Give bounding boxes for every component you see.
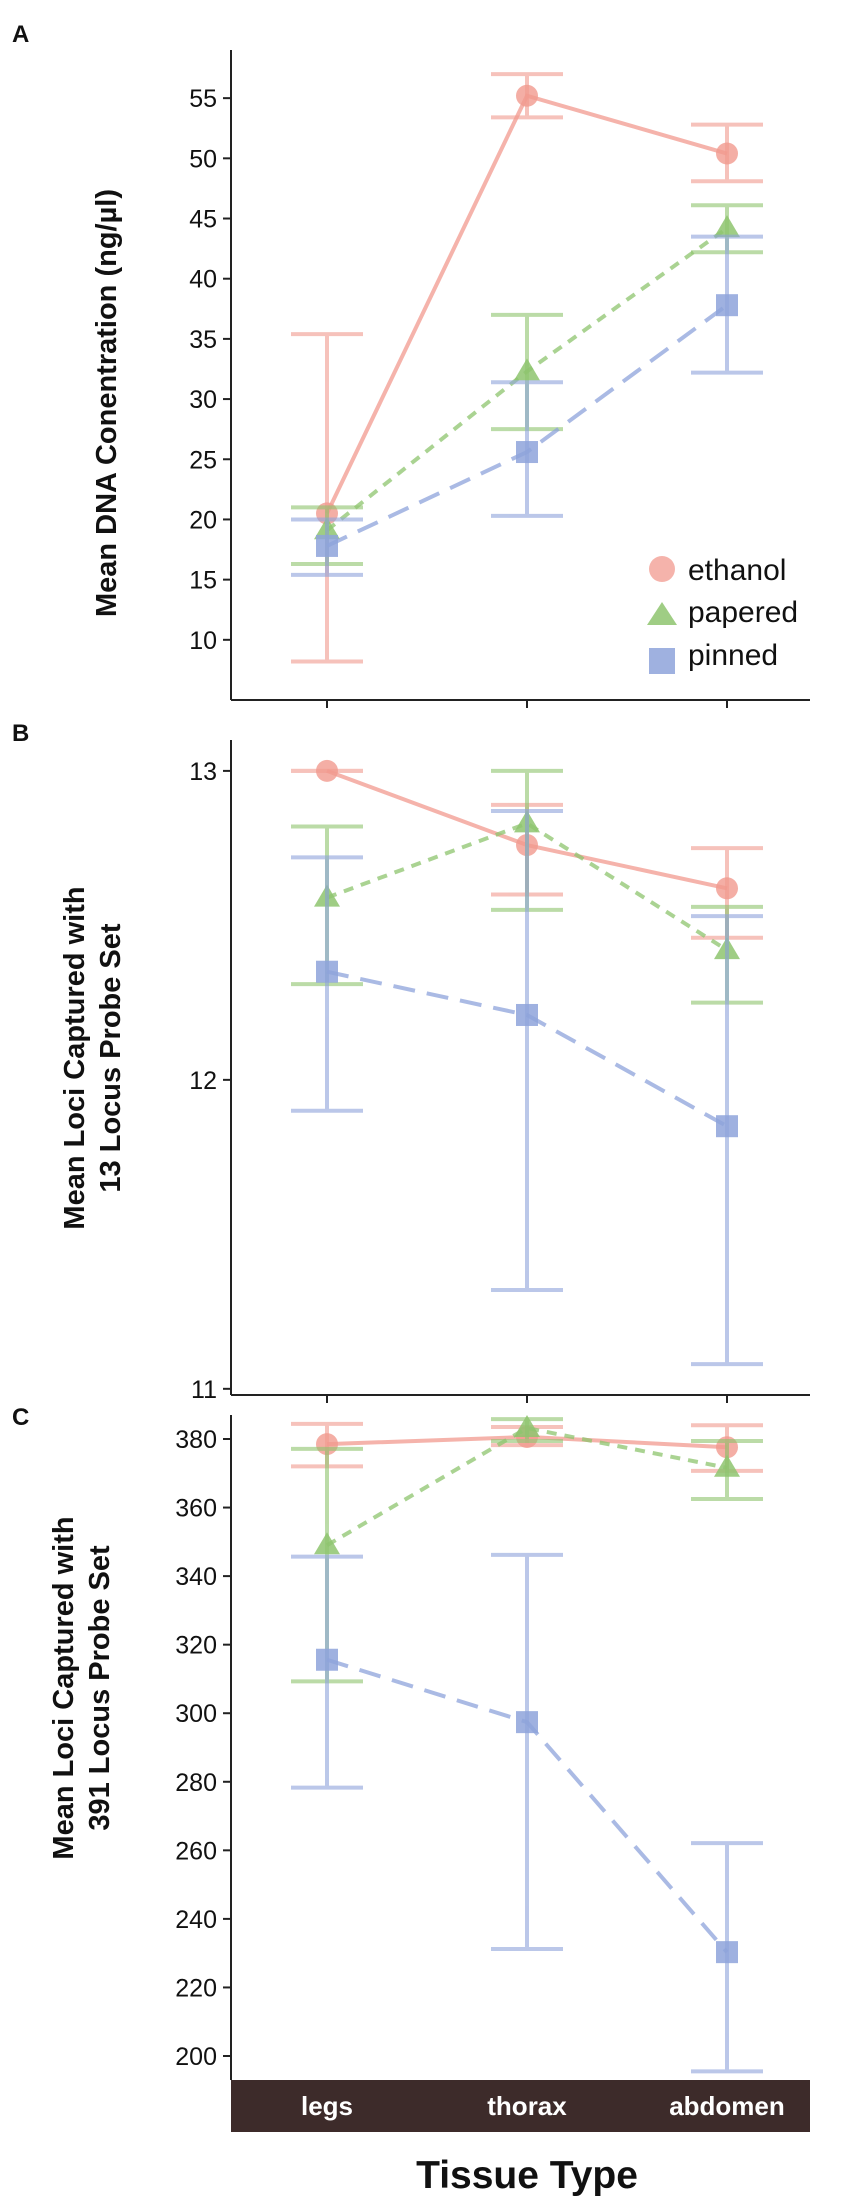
errorbar-c-pinned-thorax xyxy=(491,1552,563,1952)
point-b-pinned-legs xyxy=(316,960,338,983)
axes xyxy=(230,50,810,2080)
y-tick-label-a-15: 15 xyxy=(189,567,217,595)
y-tick-label-c-240: 240 xyxy=(175,1906,217,1934)
y-tick-label-c-220: 220 xyxy=(175,1974,217,2002)
legend-label-pinned: pinned xyxy=(688,639,778,672)
point-c-papered-abdomen xyxy=(714,1454,740,1477)
series-a-pinned xyxy=(291,234,763,577)
y-tick-label-a-25: 25 xyxy=(189,446,217,474)
errorbar-b-pinned-thorax xyxy=(491,809,563,1292)
legend-marker-pinned xyxy=(649,648,675,674)
errorbar-a-ethanol-legs xyxy=(291,332,363,664)
legend-marker-papered xyxy=(647,602,677,625)
x-axis-title: Tissue Type xyxy=(416,2154,638,2197)
y-tick-label-a-50: 50 xyxy=(189,145,217,173)
y-tick-label-c-320: 320 xyxy=(175,1632,217,1660)
x-category-thorax: thorax xyxy=(487,2091,567,2121)
x-category-band xyxy=(231,2080,810,2132)
point-a-pinned-thorax xyxy=(516,441,538,464)
point-c-papered-legs xyxy=(314,1532,340,1555)
y-tick-label-c-300: 300 xyxy=(175,1700,217,1728)
legend-label-papered: papered xyxy=(688,596,798,629)
panel-letter-c: C xyxy=(12,1404,29,1431)
x-category-legs: legs xyxy=(301,2091,353,2121)
errorbar-b-pinned-abdomen xyxy=(691,914,763,1367)
y-tick-label-c-260: 260 xyxy=(175,1837,217,1865)
y-tick-label-b-12: 12 xyxy=(189,1067,217,1095)
series-b-pinned xyxy=(291,809,763,1367)
line-c-papered xyxy=(325,1425,728,1547)
point-a-papered-thorax xyxy=(514,358,540,381)
panel-a: 10 15 20 25 30 35 40 45 50 55 xyxy=(189,72,763,708)
y-tick-label-c-360: 360 xyxy=(175,1495,217,1523)
y-tick-label-c-280: 280 xyxy=(175,1769,217,1797)
point-a-pinned-legs xyxy=(316,534,338,557)
y-tick-label-b-13: 13 xyxy=(189,758,217,786)
legend-label-ethanol: ethanol xyxy=(688,554,786,587)
panel-letter-a: A xyxy=(12,21,29,48)
plot-area: 10 15 20 25 30 35 40 45 50 55 11 12 13 200 220 240 260 28… xyxy=(175,72,763,2074)
point-c-pinned-abdomen xyxy=(716,1941,738,1964)
point-b-ethanol-legs xyxy=(316,759,338,782)
point-a-ethanol-thorax xyxy=(516,84,538,107)
point-c-pinned-thorax xyxy=(516,1711,538,1734)
series-c-pinned xyxy=(291,1552,763,2074)
panel-letter-b: B xyxy=(12,720,29,747)
point-b-pinned-abdomen xyxy=(716,1115,738,1138)
y-tick-label-a-35: 35 xyxy=(189,326,217,354)
y-tick-label-a-20: 20 xyxy=(189,506,217,534)
y-axis-label-c-line1: Mean Loci Captured with xyxy=(48,1516,80,1859)
point-a-ethanol-abdomen xyxy=(716,142,738,165)
point-a-papered-abdomen xyxy=(714,215,740,238)
y-tick-label-a-10: 10 xyxy=(189,627,217,655)
panel-b: 11 12 13 xyxy=(189,758,763,1404)
point-c-pinned-legs xyxy=(316,1648,338,1671)
y-axis-label-b-line2: 13 Locus Probe Set xyxy=(95,923,127,1192)
point-c-papered-thorax xyxy=(514,1415,540,1438)
x-category-abdomen: abdomen xyxy=(669,2091,785,2121)
panel-c: 200 220 240 260 280 300 320 340 360 380 xyxy=(175,1415,763,2074)
errorbar-b-pinned-legs xyxy=(291,855,363,1113)
point-b-pinned-thorax xyxy=(516,1003,538,1026)
y-axis-label-b-line1: Mean Loci Captured with xyxy=(59,886,91,1229)
y-tick-label-c-340: 340 xyxy=(175,1563,217,1591)
y-tick-label-a-30: 30 xyxy=(189,386,217,414)
y-axis-label-a: Mean DNA Conentration (ng/µl) xyxy=(91,189,123,617)
point-a-pinned-abdomen xyxy=(716,294,738,317)
legend: ethanol papered pinned xyxy=(647,554,798,674)
y-tick-label-a-55: 55 xyxy=(189,85,217,113)
series-a-ethanol xyxy=(291,72,763,664)
y-tick-label-a-45: 45 xyxy=(189,206,217,234)
y-tick-label-b-11: 11 xyxy=(191,1376,217,1404)
legend-marker-ethanol xyxy=(649,556,675,582)
errorbar-c-pinned-legs xyxy=(291,1554,363,1790)
y-tick-label-a-40: 40 xyxy=(189,266,217,294)
y-axis-label-c-line2: 391 Locus Probe Set xyxy=(84,1545,116,1831)
y-tick-label-c-380: 380 xyxy=(175,1426,217,1454)
point-b-ethanol-abdomen xyxy=(716,877,738,900)
y-tick-label-c-200: 200 xyxy=(175,2043,217,2071)
